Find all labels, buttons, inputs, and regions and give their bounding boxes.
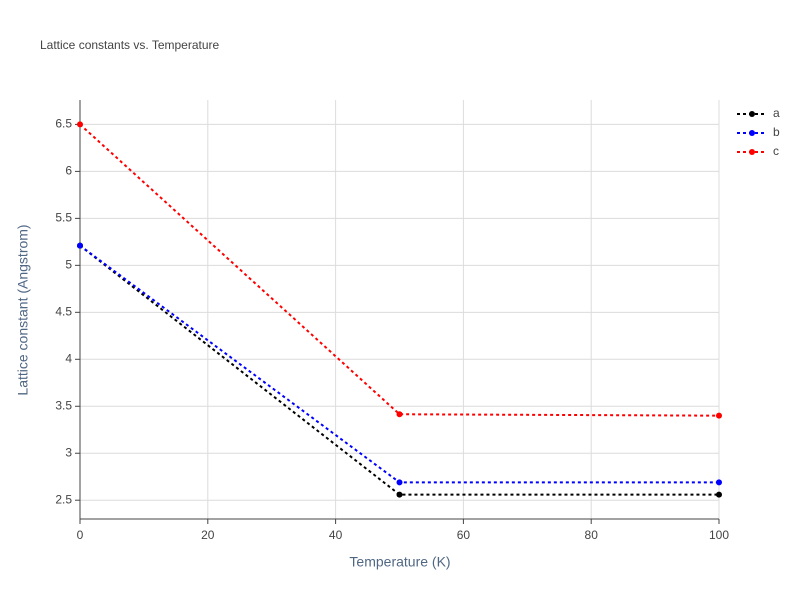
x-axis-title: Temperature (K)	[349, 554, 450, 570]
x-tick-label: 40	[329, 528, 343, 542]
chart-title: Lattice constants vs. Temperature	[40, 38, 220, 52]
data-point	[396, 491, 403, 498]
legend-marker	[749, 149, 755, 155]
y-tick-label: 5	[65, 258, 72, 272]
y-axis-title: Lattice constant (Angstrom)	[15, 224, 31, 395]
x-tick-label: 100	[709, 528, 729, 542]
legend-marker	[749, 111, 755, 117]
data-point	[716, 491, 722, 498]
data-point	[77, 121, 83, 128]
y-tick-label: 4.5	[55, 304, 72, 318]
series-line	[79, 244, 719, 484]
data-point	[77, 242, 83, 249]
y-tick-label: 3.5	[55, 398, 72, 412]
x-tick-label: 20	[201, 528, 215, 542]
data-point	[716, 479, 722, 486]
series-line	[79, 244, 719, 496]
series-line	[79, 123, 720, 417]
y-tick-label: 2.5	[55, 492, 72, 506]
x-tick-label: 0	[77, 528, 84, 542]
data-point	[396, 479, 403, 486]
legend-label: b	[773, 125, 780, 139]
x-tick-label: 60	[457, 528, 471, 542]
y-tick-label: 3	[65, 445, 72, 459]
legend-marker	[749, 130, 755, 136]
data-point	[396, 411, 403, 418]
y-tick-label: 4	[65, 351, 72, 365]
y-tick-label: 5.5	[55, 211, 72, 225]
data-point	[716, 412, 722, 419]
y-tick-label: 6.5	[55, 117, 72, 131]
y-tick-label: 6	[65, 164, 72, 178]
x-tick-label: 80	[585, 528, 599, 542]
legend-label: a	[773, 106, 780, 120]
legend-label: c	[773, 144, 779, 158]
